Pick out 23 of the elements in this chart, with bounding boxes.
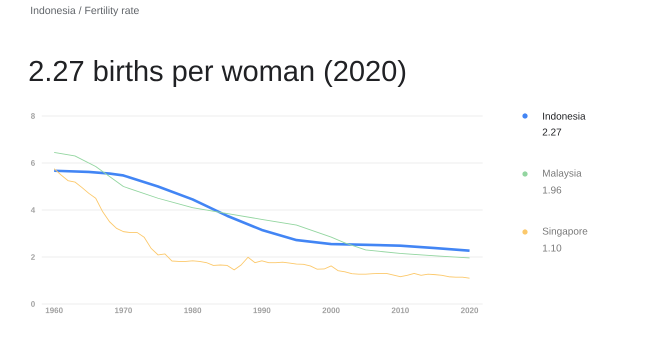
x-tick-label: 2000 [322, 308, 340, 314]
y-tick-label: 6 [31, 160, 35, 166]
x-tick-label: 1990 [253, 308, 270, 314]
text: 1.96 [542, 186, 562, 194]
x-tick-label: 1970 [115, 308, 132, 314]
legend-label: Malaysia [543, 169, 582, 179]
y-tick-label: 8 [30, 113, 35, 119]
y-tick-label: 4 [30, 207, 36, 213]
line-series [54, 168, 470, 279]
text: 2.27 [542, 128, 562, 136]
text: 1.10 [542, 244, 562, 252]
chart-title: 2.27 births per woman (2020) [30, 60, 406, 88]
x-tick-label: 2020 [460, 308, 478, 314]
line-series [54, 152, 470, 258]
x-tick-label: 1960 [46, 308, 63, 314]
legend-label: Singapore [542, 227, 588, 237]
x-tick-label: 2010 [392, 308, 409, 314]
line-series [52, 169, 471, 252]
legend-label: Indonesia [543, 112, 586, 120]
y-tick-label: 0 [31, 301, 35, 307]
x-tick-label: 1980 [184, 308, 202, 314]
y-tick-label: 2 [31, 254, 35, 260]
text: Indonesia / Fertility rate [31, 6, 139, 16]
